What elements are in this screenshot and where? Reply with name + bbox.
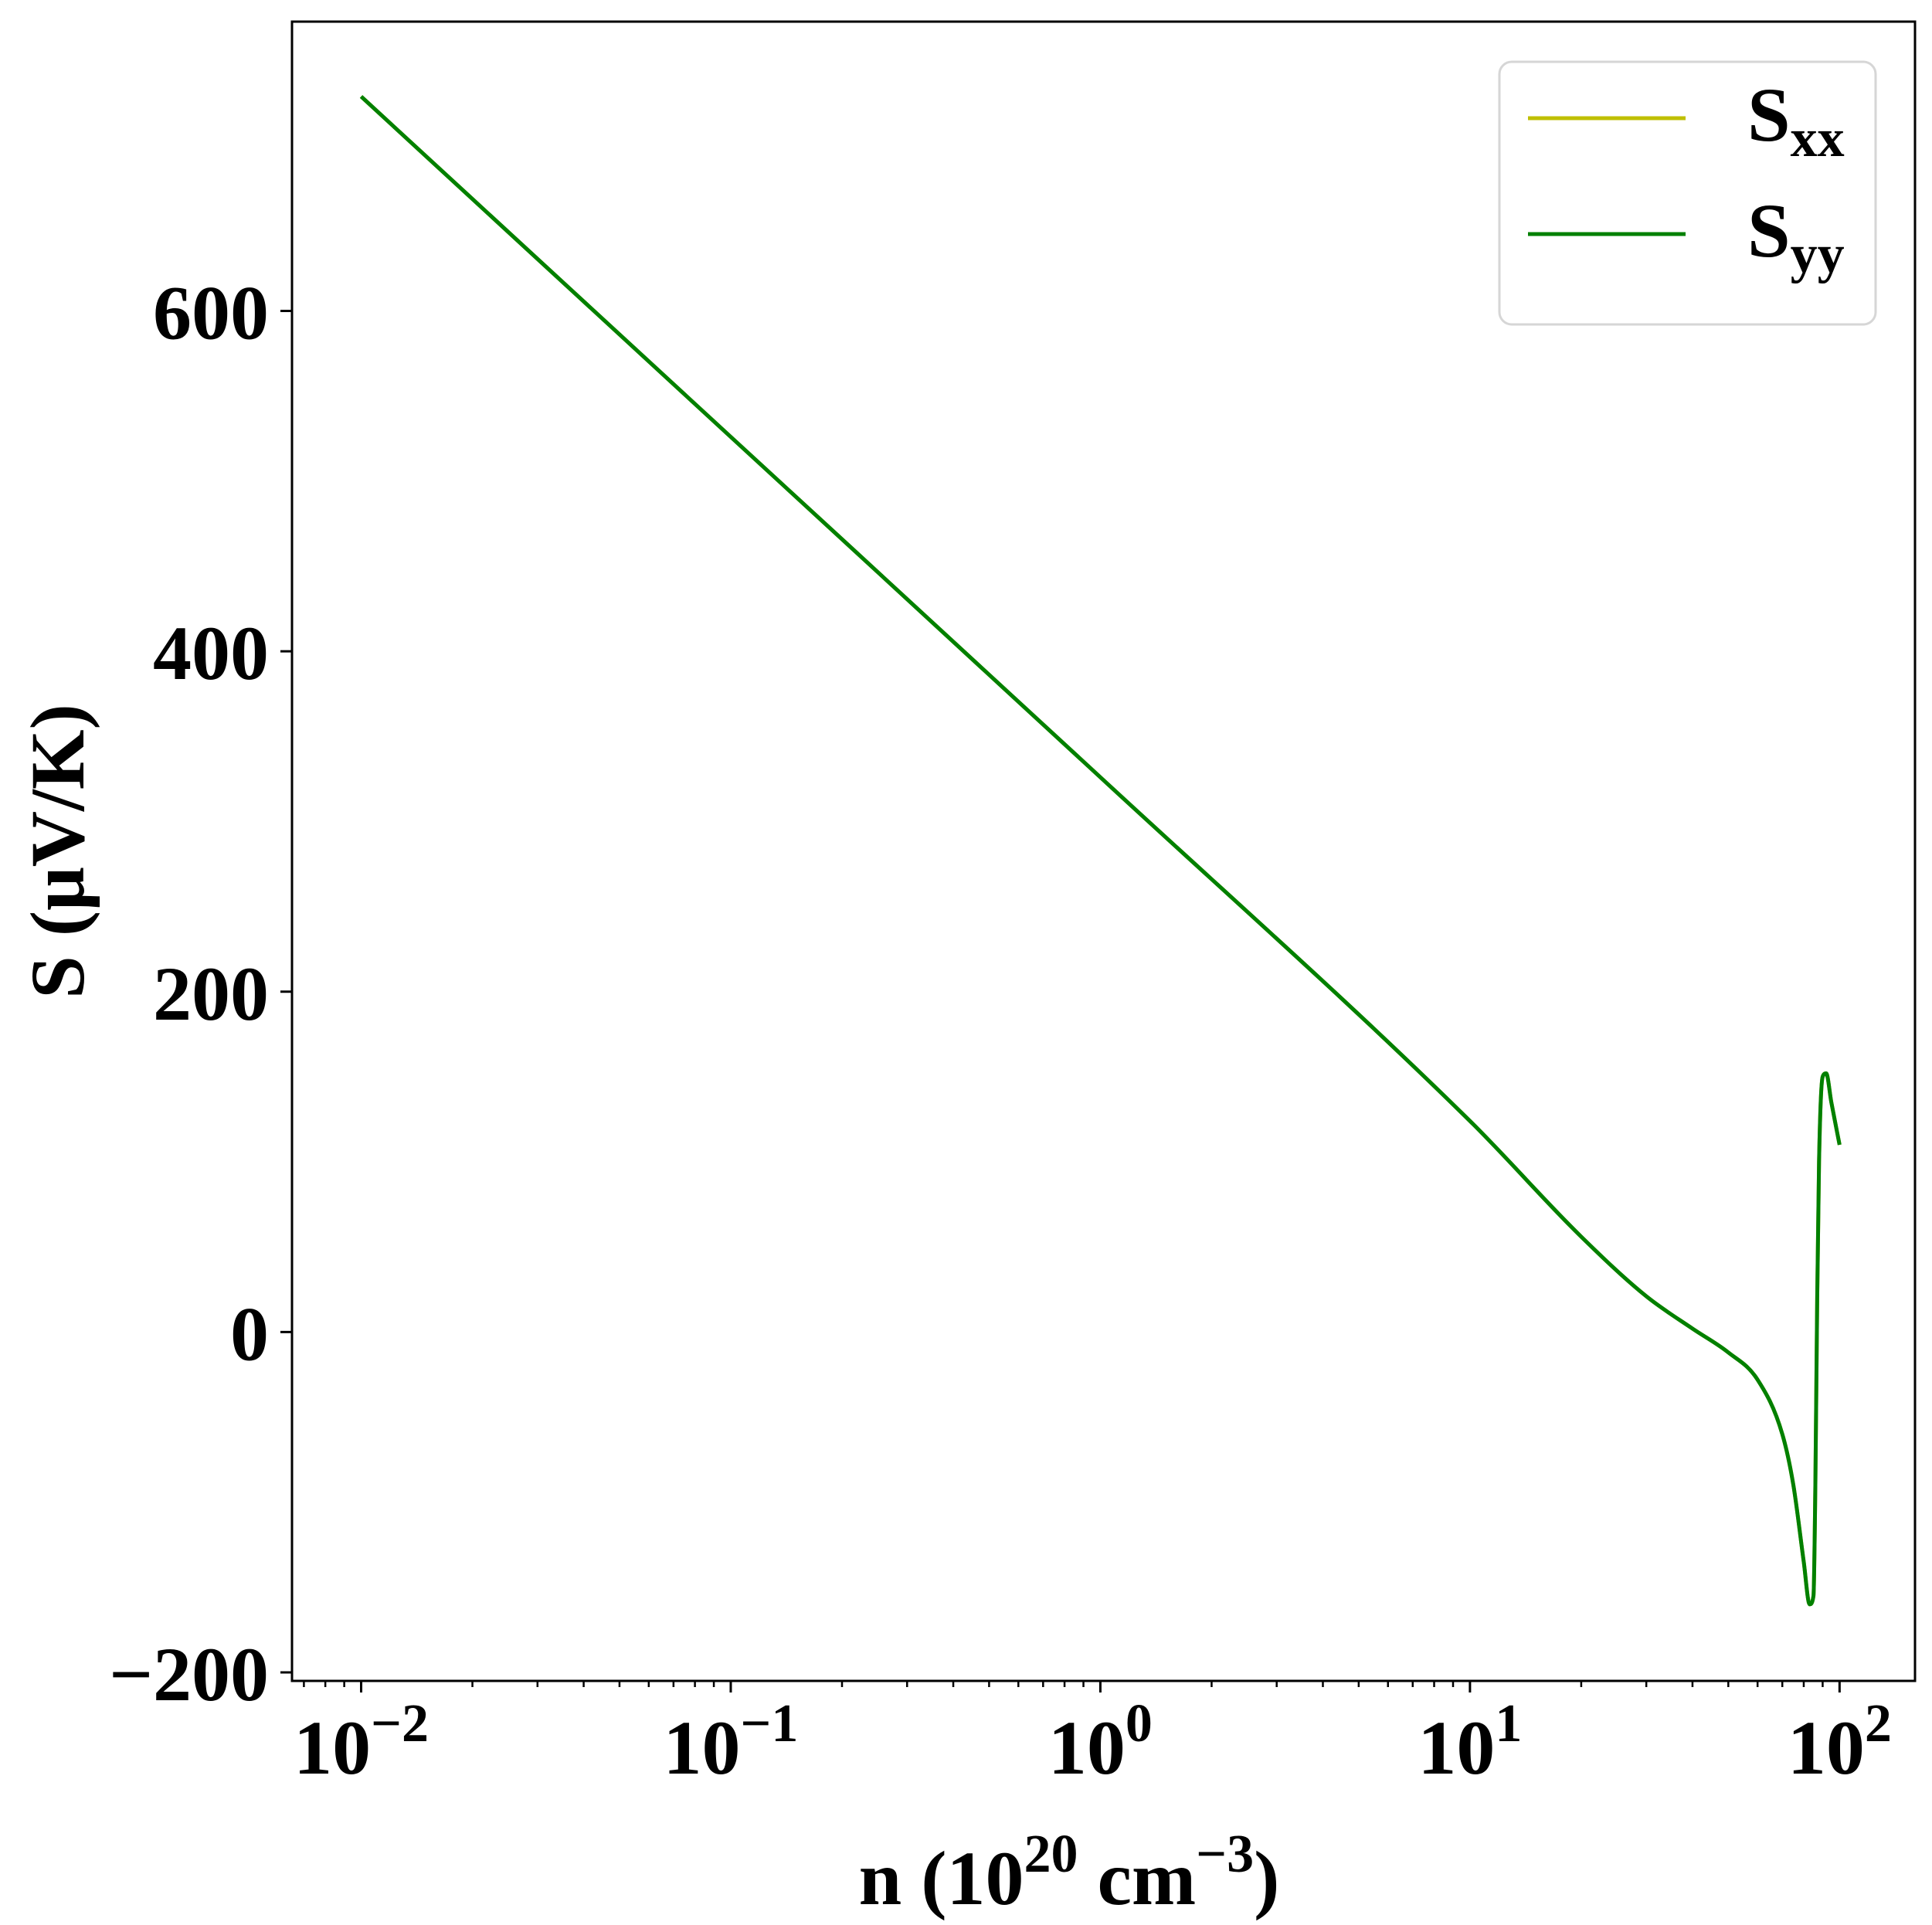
y-tick-label: −200 bbox=[109, 1631, 269, 1717]
legend-frame bbox=[1498, 60, 1877, 326]
y-tick-label: 600 bbox=[153, 270, 269, 356]
plot-frame bbox=[290, 20, 1917, 1682]
x-tick-label: 101 bbox=[1418, 1694, 1522, 1791]
x-tick-label: 10−1 bbox=[664, 1694, 799, 1791]
plot-lines bbox=[359, 95, 1842, 1607]
legend-label-sxx: Sxx bbox=[1747, 72, 1845, 168]
legend: Sxx Syy bbox=[1498, 60, 1877, 326]
legend-label-syy: Syy bbox=[1747, 188, 1845, 284]
y-tick-label: 200 bbox=[153, 951, 269, 1037]
x-axis-ticks: 10−2 10−1 100 101 102 bbox=[294, 1681, 1892, 1791]
series-line-syy bbox=[359, 95, 1842, 1607]
y-tick-label: 400 bbox=[153, 610, 269, 696]
y-axis-ticks: −200 0 200 400 600 bbox=[109, 270, 292, 1717]
y-tick-label: 0 bbox=[230, 1291, 269, 1377]
x-axis-label: n (1020 cm−3) bbox=[859, 1825, 1280, 1921]
y-axis-label: S (μV/K) bbox=[15, 704, 100, 999]
x-tick-label: 100 bbox=[1048, 1694, 1153, 1791]
x-tick-label: 102 bbox=[1788, 1694, 1892, 1791]
x-tick-label: 10−2 bbox=[294, 1694, 429, 1791]
